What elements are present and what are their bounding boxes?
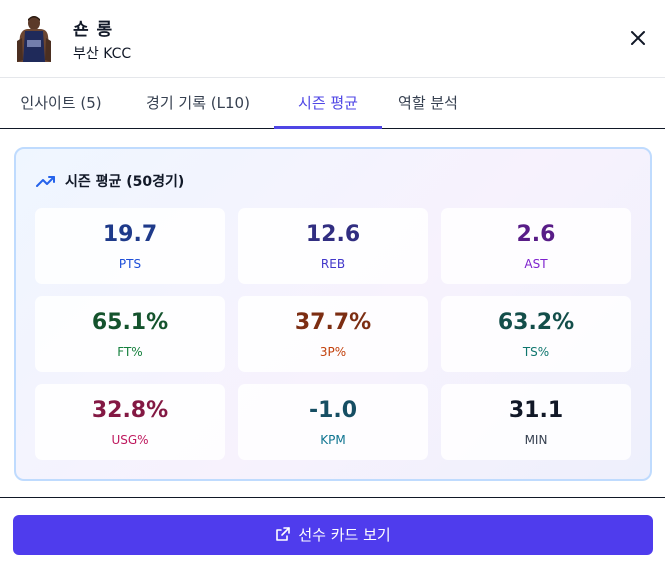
view-player-card-button[interactable]: 선수 카드 보기 [13, 515, 653, 555]
card-title: 시즌 평균 (50경기) [65, 174, 185, 190]
view-player-card-label: 선수 카드 보기 [298, 526, 391, 544]
stat-label: AST [524, 257, 548, 271]
stat-tile-min: 31.1 MIN [441, 384, 631, 460]
stat-value: 19.7 [102, 222, 158, 247]
stat-tile-ft-pct: 65.1% FT% [35, 296, 225, 372]
stat-value: -1.0 [308, 398, 358, 423]
stat-label: 3P% [319, 345, 347, 359]
stat-tile-kpm: -1.0 KPM [238, 384, 428, 460]
stat-tile-ts-pct: 63.2% TS% [441, 296, 631, 372]
stat-value: 37.7% [294, 310, 372, 335]
stat-label: FT% [117, 345, 143, 359]
tab-role-analysis[interactable]: 역할 분석 [398, 94, 458, 112]
stat-label: MIN [524, 433, 548, 447]
stat-tile-3p-pct: 37.7% 3P% [238, 296, 428, 372]
trending-up-icon [36, 176, 55, 187]
player-team: 부산 KCC [73, 46, 132, 62]
stat-value: 63.2% [497, 310, 575, 335]
season-average-card: 시즌 평균 (50경기) 19.7 PTS 12.6 REB 2.6 AST 65.1% FT… [14, 147, 652, 481]
stat-value: 12.6 [305, 222, 361, 247]
player-header: 숀 롱 부산 KCC [0, 0, 665, 78]
stat-label: USG% [111, 433, 149, 447]
stat-value: 31.1 [508, 398, 564, 423]
external-link-icon [276, 527, 291, 541]
close-icon[interactable] [626, 26, 650, 50]
tab-season-average[interactable]: 시즌 평균 [274, 79, 382, 129]
tab-insights[interactable]: 인사이트 (5) [20, 94, 102, 112]
footer-divider [0, 497, 665, 498]
stat-value: 32.8% [91, 398, 169, 423]
stat-tile-pts: 19.7 PTS [35, 208, 225, 284]
tab-game-log[interactable]: 경기 기록 (L10) [146, 94, 250, 112]
stat-tile-usg-pct: 32.8% USG% [35, 384, 225, 460]
stat-label: TS% [522, 345, 550, 359]
stat-value: 2.6 [516, 222, 556, 247]
stat-value: 65.1% [91, 310, 169, 335]
player-avatar [17, 16, 51, 62]
stat-label: REB [320, 257, 346, 271]
stat-tile-ast: 2.6 AST [441, 208, 631, 284]
tab-bar: 인사이트 (5) 경기 기록 (L10) 시즌 평균 역할 분석 [0, 79, 665, 129]
stat-label: PTS [118, 257, 142, 271]
stat-label: KPM [320, 433, 346, 447]
stat-tile-reb: 12.6 REB [238, 208, 428, 284]
player-name: 숀 롱 [73, 20, 114, 40]
